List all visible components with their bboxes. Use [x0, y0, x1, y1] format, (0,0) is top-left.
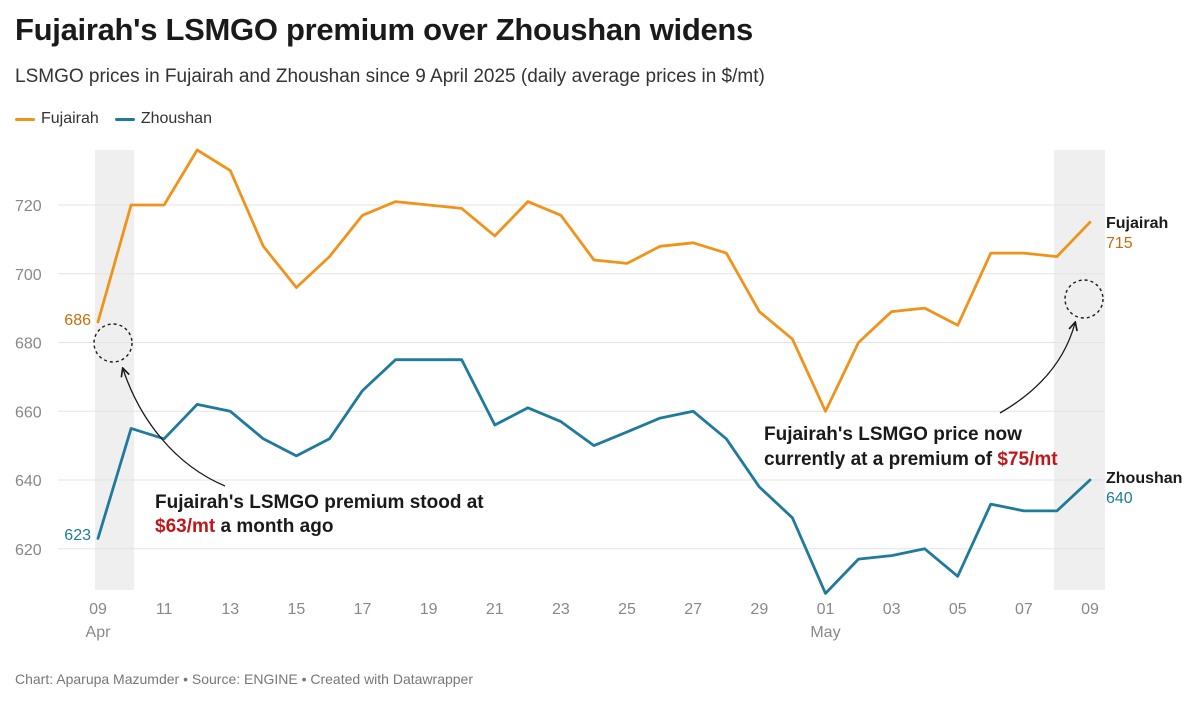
- x-tick-label: 27: [684, 601, 702, 618]
- end-label-zhoushan-name: Zhoushan: [1106, 470, 1182, 487]
- end-label-fujairah-value: 715: [1106, 235, 1133, 252]
- x-tick-label: 09: [89, 601, 107, 618]
- x-tick-label: 29: [750, 601, 768, 618]
- annotation-right-line1: Fujairah's LSMGO price now: [764, 424, 1022, 445]
- x-tick-month-label: May: [810, 624, 840, 641]
- end-label-zhoushan-value: 640: [1106, 490, 1133, 507]
- annotation-right-highlight: $75/mt: [997, 449, 1058, 470]
- legend: Fujairah Zhoushan: [15, 110, 212, 128]
- y-tick-label: 720: [15, 198, 42, 215]
- y-tick-label: 620: [15, 542, 42, 559]
- legend-swatch-zhoushan: [114, 117, 135, 121]
- annotation-circle-left: [93, 323, 133, 363]
- x-tick-label: 15: [288, 601, 306, 618]
- series-line-zhoushan: [96, 358, 1092, 595]
- legend-item-zhoushan: Zhoushan: [114, 110, 212, 128]
- start-label-fujairah: 686: [64, 312, 91, 329]
- series-line-fujairah: [96, 148, 1092, 413]
- x-tick-label: 13: [221, 601, 239, 618]
- y-tick-label: 640: [15, 473, 42, 490]
- x-tick-label: 11: [156, 601, 173, 618]
- start-label-zhoushan: 623: [64, 527, 91, 544]
- x-tick-label: 01: [817, 601, 835, 618]
- annotation-right-prefix: currently at a premium of: [764, 449, 997, 470]
- legend-label-zhoushan: Zhoushan: [140, 110, 212, 127]
- legend-label-fujairah: Fujairah: [41, 110, 99, 127]
- end-label-fujairah-name: Fujairah: [1106, 215, 1168, 232]
- annotation-circle-right: [1064, 279, 1104, 319]
- chart-title: Fujairah's LSMGO premium over Zhoushan w…: [15, 12, 753, 47]
- x-tick-label: 05: [949, 601, 967, 618]
- chart-subtitle: LSMGO prices in Fujairah and Zhoushan si…: [15, 66, 765, 87]
- x-tick-label: 21: [486, 601, 504, 618]
- legend-swatch-fujairah: [15, 117, 35, 121]
- x-tick-label: 23: [552, 601, 570, 618]
- y-tick-label: 680: [15, 336, 42, 353]
- y-tick-label: 660: [15, 404, 42, 421]
- x-tick-label: 19: [420, 601, 438, 618]
- chart-footer: Chart: Aparupa Mazumder • Source: ENGINE…: [15, 671, 474, 687]
- x-tick-label: 25: [618, 601, 636, 618]
- legend-item-fujairah: Fujairah: [15, 110, 99, 128]
- x-tick-label: 03: [883, 601, 901, 618]
- highlight-band: [1053, 150, 1105, 590]
- x-tick-label: 07: [1015, 601, 1033, 618]
- annotation-arrow-left: [123, 369, 226, 487]
- annotation-left-rest: a month ago: [215, 516, 333, 537]
- y-tick-label: 700: [15, 267, 42, 284]
- x-tick-month-label: Apr: [86, 624, 112, 641]
- x-tick-label: 09: [1081, 601, 1099, 618]
- annotation-left: Fujairah's LSMGO premium stood at $63/mt…: [155, 492, 489, 537]
- annotation-left-highlight: $63/mt: [155, 516, 216, 537]
- x-tick-label: 17: [354, 601, 372, 618]
- annotation-left-line1: Fujairah's LSMGO premium stood at: [155, 492, 484, 513]
- annotation-arrow-right: [999, 323, 1075, 414]
- annotation-right: Fujairah's LSMGO price now currently at …: [764, 424, 1058, 470]
